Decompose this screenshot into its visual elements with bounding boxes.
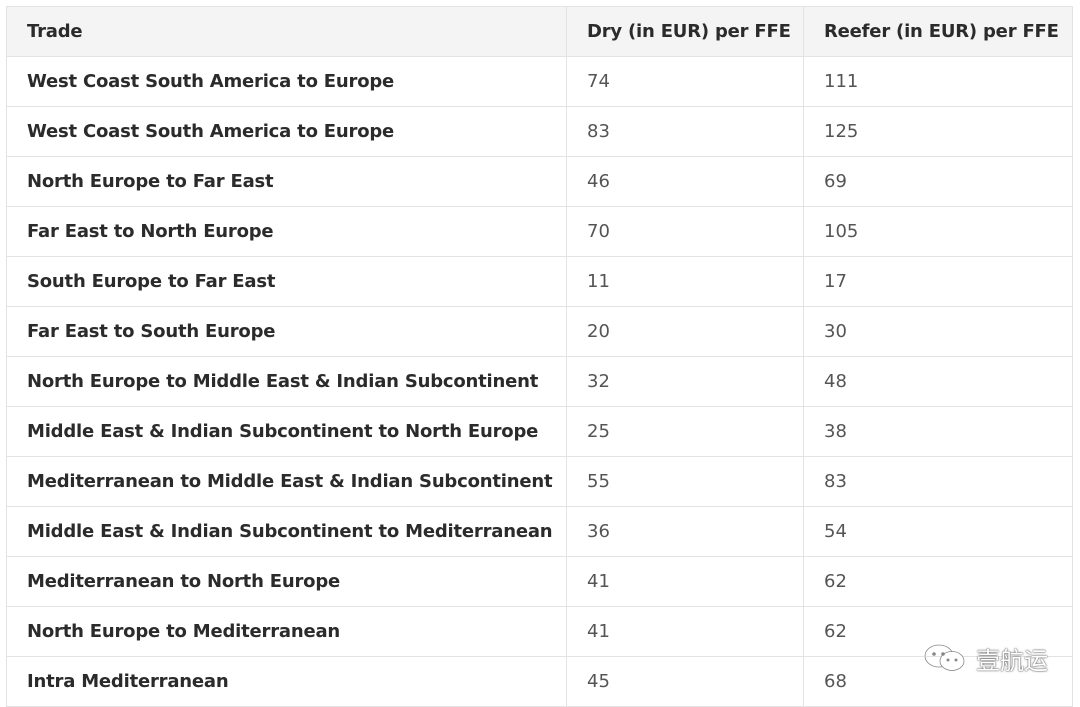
dry-cell: 55 [566,456,804,507]
reefer-cell: 125 [803,106,1073,157]
rates-table-container: Trade Dry (in EUR) per FFE Reefer (in EU… [6,6,1073,707]
trade-cell: Mediterranean to North Europe [6,556,567,607]
reefer-cell: 111 [803,56,1073,107]
reefer-cell: 62 [803,556,1073,607]
wechat-icon [923,643,965,671]
trade-cell: South Europe to Far East [6,256,567,307]
reefer-cell: 17 [803,256,1073,307]
trade-cell: Far East to North Europe [6,206,567,257]
reefer-cell: 83 [803,456,1073,507]
dry-cell: 32 [566,356,804,407]
header-trade: Trade [6,6,567,57]
rates-table: Trade Dry (in EUR) per FFE Reefer (in EU… [6,6,1073,707]
reefer-cell: 48 [803,356,1073,407]
dry-cell: 41 [566,606,804,657]
dry-cell: 41 [566,556,804,607]
trade-cell: Far East to South Europe [6,306,567,357]
reefer-cell: 68 [803,656,1073,707]
table-row: Mediterranean to North Europe 41 62 [6,556,1073,607]
watermark-text: 壹航运 [976,646,1048,675]
dry-cell: 36 [566,506,804,557]
table-row: Mediterranean to Middle East & Indian Su… [6,456,1073,507]
dry-cell: 20 [566,306,804,357]
table-body: West Coast South America to Europe 74 11… [6,56,1073,707]
table-row: North Europe to Mediterranean 41 62 [6,606,1073,657]
reefer-cell: 105 [803,206,1073,257]
dry-cell: 11 [566,256,804,307]
table-row: Middle East & Indian Subcontinent to Nor… [6,406,1073,457]
table-header-row: Trade Dry (in EUR) per FFE Reefer (in EU… [6,6,1073,57]
dry-cell: 25 [566,406,804,457]
header-reefer: Reefer (in EUR) per FFE [803,6,1073,57]
dry-cell: 83 [566,106,804,157]
trade-cell: West Coast South America to Europe [6,56,567,107]
table-row: South Europe to Far East 11 17 [6,256,1073,307]
trade-cell: West Coast South America to Europe [6,106,567,157]
reefer-cell: 54 [803,506,1073,557]
trade-cell: Middle East & Indian Subcontinent to Med… [6,506,567,557]
dry-cell: 70 [566,206,804,257]
header-dry: Dry (in EUR) per FFE [566,6,804,57]
trade-cell: North Europe to Far East [6,156,567,207]
table-row: Far East to North Europe 70 105 [6,206,1073,257]
trade-cell: North Europe to Middle East & Indian Sub… [6,356,567,407]
trade-cell: Middle East & Indian Subcontinent to Nor… [6,406,567,457]
table-row: Intra Mediterranean 45 68 [6,656,1073,707]
reefer-cell: 30 [803,306,1073,357]
table-row: North Europe to Middle East & Indian Sub… [6,356,1073,407]
trade-cell: Intra Mediterranean [6,656,567,707]
table-row: Far East to South Europe 20 30 [6,306,1073,357]
dry-cell: 46 [566,156,804,207]
trade-cell: Mediterranean to Middle East & Indian Su… [6,456,567,507]
table-row: West Coast South America to Europe 74 11… [6,56,1073,107]
table-row: North Europe to Far East 46 69 [6,156,1073,207]
trade-cell: North Europe to Mediterranean [6,606,567,657]
table-row: West Coast South America to Europe 83 12… [6,106,1073,157]
reefer-cell: 38 [803,406,1073,457]
reefer-cell: 62 [803,606,1073,657]
dry-cell: 74 [566,56,804,107]
table-row: Middle East & Indian Subcontinent to Med… [6,506,1073,557]
watermark: 壹航运 [922,640,1048,676]
dry-cell: 45 [566,656,804,707]
reefer-cell: 69 [803,156,1073,207]
